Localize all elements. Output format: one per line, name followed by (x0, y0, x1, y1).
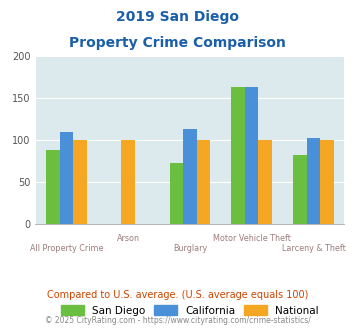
Bar (60, 132, 73, 224)
Text: All Property Crime: All Property Crime (29, 244, 103, 253)
Text: Compared to U.S. average. (U.S. average equals 100): Compared to U.S. average. (U.S. average … (47, 290, 308, 300)
Bar (121, 140, 135, 224)
Text: Property Crime Comparison: Property Crime Comparison (69, 36, 286, 50)
Text: Burglary: Burglary (173, 244, 207, 253)
Bar (245, 87, 258, 224)
Bar (73, 140, 87, 224)
Bar (197, 140, 210, 224)
Bar (46, 149, 60, 224)
Legend: San Diego, California, National: San Diego, California, National (57, 301, 323, 320)
Text: Arson: Arson (117, 235, 140, 244)
Bar (293, 155, 307, 224)
Bar (258, 140, 272, 224)
Bar (231, 87, 245, 224)
Bar (307, 138, 320, 224)
Text: 2019 San Diego: 2019 San Diego (116, 10, 239, 24)
Bar (320, 140, 334, 224)
Text: © 2025 CityRating.com - https://www.cityrating.com/crime-statistics/: © 2025 CityRating.com - https://www.city… (45, 316, 310, 325)
Text: Motor Vehicle Theft: Motor Vehicle Theft (213, 235, 291, 244)
Bar (183, 129, 197, 224)
Bar (170, 163, 183, 224)
Text: Larceny & Theft: Larceny & Theft (282, 244, 345, 253)
